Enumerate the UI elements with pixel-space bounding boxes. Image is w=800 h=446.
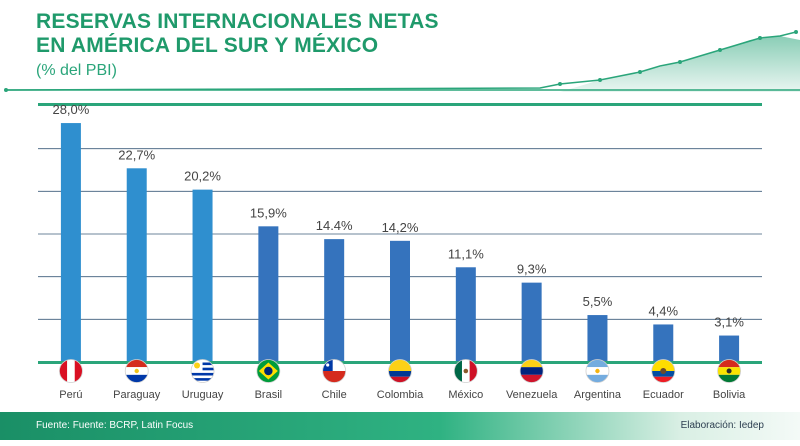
title-line-1: RESERVAS INTERNACIONALES NETAS <box>36 10 439 33</box>
bolivia-flag-icon <box>717 359 741 383</box>
category-label: Paraguay <box>113 389 161 401</box>
category-label: Ecuador <box>643 389 684 401</box>
paraguay-flag-icon <box>125 359 149 383</box>
footer-bar: Fuente: Fuente: BCRP, Latin Focus Elabor… <box>0 412 800 440</box>
category-label: Brasil <box>255 389 283 401</box>
peru-flag-icon <box>59 359 83 383</box>
trend-dot <box>638 70 642 74</box>
bar-10 <box>653 324 674 362</box>
uruguay-flag-icon <box>191 359 215 383</box>
category-label: Perú <box>59 389 82 401</box>
data-label: 28,0% <box>52 102 89 117</box>
header-decoration <box>4 30 800 92</box>
data-label: 3,1% <box>714 315 744 330</box>
flag-outline <box>717 359 741 383</box>
trend-dot <box>794 30 798 34</box>
data-label: 5,5% <box>583 294 613 309</box>
bar-chart: 28,0% Perú 22,7% Paraguay 20,2% Uruguay 15,9% B… <box>38 102 762 401</box>
trend-dot <box>678 60 682 64</box>
trend-dot <box>758 36 762 40</box>
bar-1 <box>60 123 81 362</box>
brazil-flag-icon <box>256 359 280 383</box>
category-label: Uruguay <box>182 389 224 401</box>
venezuela-flag-icon <box>520 359 544 383</box>
flag-outline <box>651 359 676 383</box>
chile-flag-icon <box>322 359 346 383</box>
bar-5 <box>324 239 345 362</box>
category-label: Bolivia <box>713 389 746 401</box>
flag-outline <box>124 359 149 383</box>
flag-outline <box>388 359 412 383</box>
data-label: 20,2% <box>184 169 221 184</box>
footer-source: Fuente: Fuente: BCRP, Latin Focus <box>36 420 194 431</box>
chart-title: RESERVAS INTERNACIONALES NETAS EN AMÉRIC… <box>36 10 439 58</box>
bar-8 <box>521 282 542 362</box>
data-label: 11,1% <box>448 246 484 261</box>
flag-outline <box>453 359 478 383</box>
data-label: 4,4% <box>648 303 678 318</box>
flag-outline <box>256 359 281 383</box>
flag-outline <box>519 359 544 383</box>
trend-dot <box>558 82 562 86</box>
category-label: Chile <box>322 389 347 401</box>
category-label: Venezuela <box>506 389 558 401</box>
ecuador-flag-icon <box>651 359 675 383</box>
flag-outline <box>322 359 347 383</box>
header-trend-line <box>5 31 797 91</box>
bar-4 <box>258 226 279 362</box>
bar-9 <box>587 315 608 362</box>
argentina-flag-icon <box>585 359 609 383</box>
category-label: México <box>448 389 483 401</box>
bar-6 <box>390 240 410 362</box>
bar-11 <box>719 335 740 362</box>
bar-2 <box>126 168 147 362</box>
trend-dot <box>598 78 602 82</box>
title-line-2: EN AMÉRICA DEL SUR Y MÉXICO <box>36 34 379 57</box>
category-label: Argentina <box>574 389 622 401</box>
chart-top-border <box>38 103 762 106</box>
flag-outline <box>585 359 610 383</box>
data-label: 15,9% <box>250 205 287 220</box>
data-label: 22,7% <box>118 147 155 162</box>
category-label: Colombia <box>377 389 424 401</box>
flag-outline <box>190 359 215 383</box>
trend-dot <box>718 48 722 52</box>
mexico-flag-icon <box>454 359 478 383</box>
bar-3 <box>192 189 213 362</box>
data-label: 9,3% <box>517 262 547 277</box>
footer-credit: Elaboración: Iedep <box>680 420 764 431</box>
trend-dot <box>4 88 8 92</box>
chart-subtitle: (% del PBI) <box>36 62 117 79</box>
data-label: 14.4% <box>316 218 353 233</box>
bar-7 <box>455 267 476 362</box>
data-label: 14,2% <box>382 220 419 235</box>
colombia-flag-icon <box>388 359 412 383</box>
flag-outline <box>59 359 83 383</box>
